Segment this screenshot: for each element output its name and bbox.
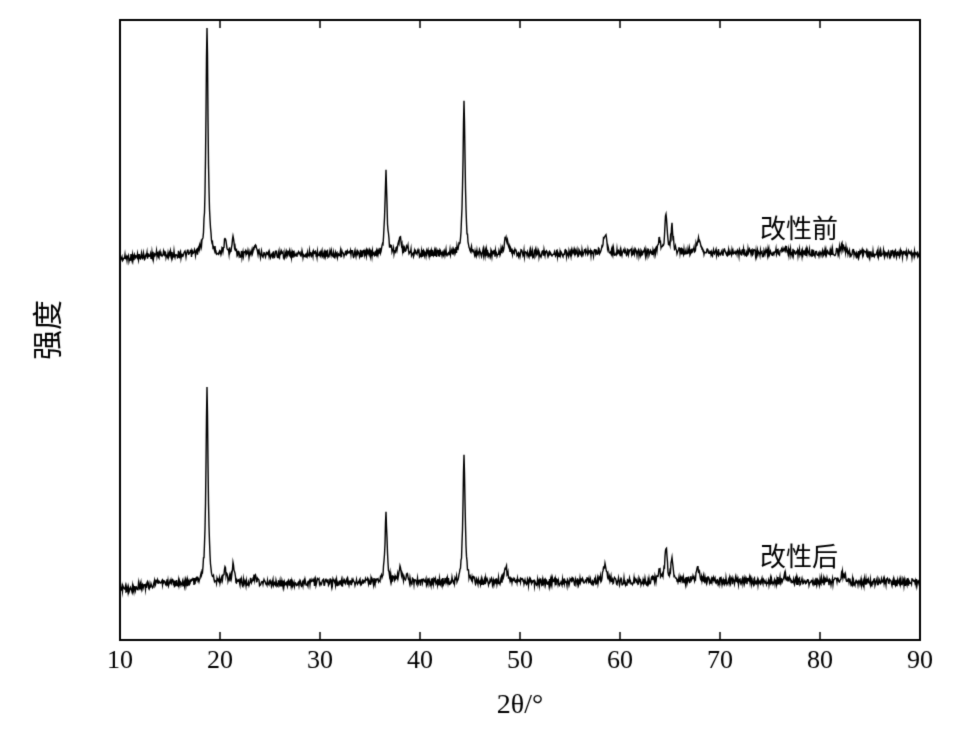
xrd-chart-canvas xyxy=(0,0,955,743)
chart-container xyxy=(0,0,955,743)
